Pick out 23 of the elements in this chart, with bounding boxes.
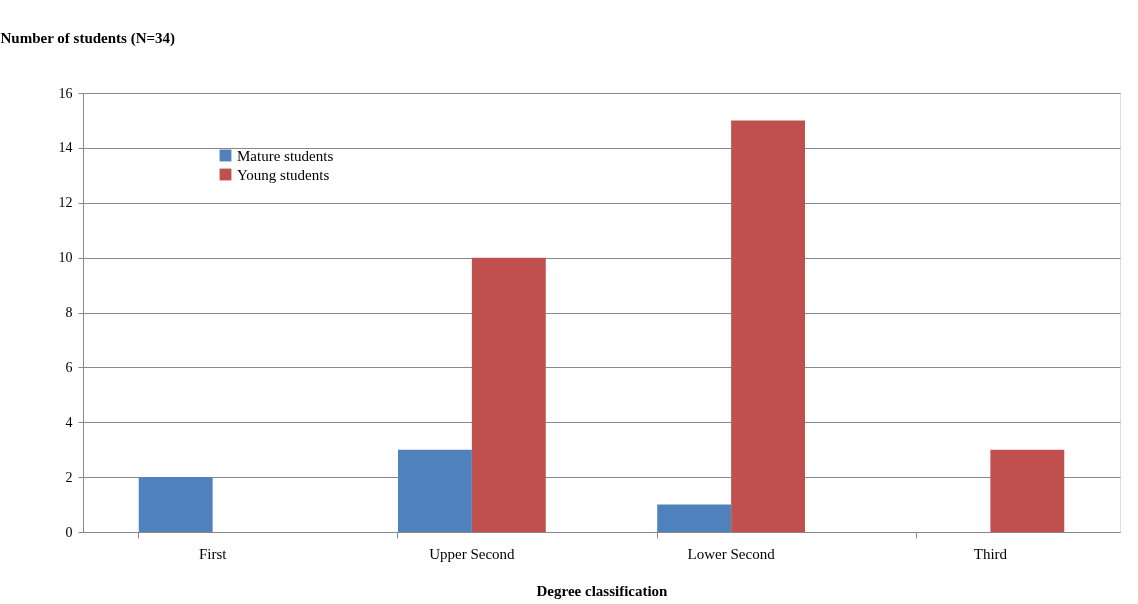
- bar: [397, 449, 472, 532]
- bar: [471, 257, 546, 532]
- y-tick-label: 12: [58, 195, 73, 211]
- bar: [990, 449, 1065, 532]
- y-tick-label: 14: [58, 140, 73, 156]
- x-tick-label: Lower Second: [687, 545, 776, 562]
- y-tick-label: 0: [65, 524, 73, 540]
- x-tick-label: Third: [973, 545, 1008, 562]
- y-tick-label: 4: [65, 414, 73, 430]
- y-axis-title: Number of students (N=34): [0, 29, 176, 47]
- y-tick-label: 10: [58, 250, 73, 266]
- y-tick-label: 6: [65, 359, 73, 375]
- x-tick-label: First: [198, 545, 228, 562]
- y-tick-label: 16: [58, 85, 73, 101]
- bar: [731, 120, 806, 532]
- bar: [657, 504, 732, 532]
- x-tick-label: Upper Second: [429, 545, 516, 562]
- y-tick-label: 8: [65, 305, 73, 320]
- legend-label: Mature students: [237, 147, 334, 164]
- x-axis-title: Degree classification: [536, 582, 669, 599]
- y-tick-label: 2: [65, 469, 73, 485]
- bar: [138, 477, 213, 532]
- legend-label: Young students: [237, 166, 330, 183]
